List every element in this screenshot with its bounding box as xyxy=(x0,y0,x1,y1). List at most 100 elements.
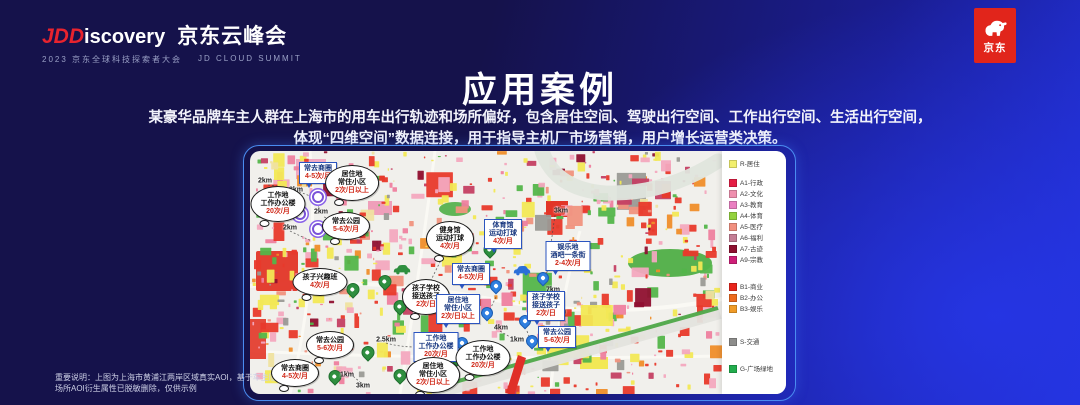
map-callout-rect: 孩子学校 接送孩子 2次/日 xyxy=(527,291,565,325)
map-callout-cloud: 居住地 常住小区 2次/日以上 xyxy=(325,165,379,206)
legend-label: A9-宗教 xyxy=(740,256,763,264)
car-icon xyxy=(513,263,531,281)
poi-blue-pin-icon xyxy=(534,269,552,287)
map-callout-rect: 体育馆 运动打球 4次/月 xyxy=(484,219,522,253)
legend-label: A2-文化 xyxy=(740,190,763,198)
case-description-line1: 某豪华品牌车主人群在上海市的用车出行轨迹和场所偏好，包含居住空间、驾驶出行空间、… xyxy=(148,110,932,126)
legend-item: A9-宗教 xyxy=(729,254,786,265)
jdd-logo-rest: iscovery xyxy=(84,26,166,48)
map-callout-rect: 居住地 常住小区 2次/日以上 xyxy=(436,294,480,328)
distance-label: 3km xyxy=(355,382,371,390)
jdd-logo-red: JDD xyxy=(42,25,85,48)
legend-label: R-居住 xyxy=(740,160,760,168)
map-annotations-layer: 常去商圈 4-5次/月 居住地 常住小区 2次/日以上 工作地 工作办公楼 20次/月 常去公园… xyxy=(250,151,786,394)
legend-label: S-交通 xyxy=(740,338,760,346)
car-icon xyxy=(393,262,411,280)
map-callout-rect: 娱乐地 酒吧一条街 2-4次/月 xyxy=(545,241,591,275)
legend-item: A5-医疗 xyxy=(729,221,786,232)
legend-swatch xyxy=(729,364,737,373)
legend-label: B2-办公 xyxy=(740,294,763,302)
legend-group: R-居住 xyxy=(729,158,786,169)
poi-green-pin-icon xyxy=(375,272,395,291)
shanghai-aoi-map: 常去商圈 4-5次/月 居住地 常住小区 2次/日以上 工作地 工作办公楼 20次/月 常去公园… xyxy=(250,151,786,394)
distance-label: 2km xyxy=(282,224,298,232)
legend-group: B1-商业 B2-办公 B3-娱乐 xyxy=(729,281,786,314)
distance-label: 7km xyxy=(545,286,561,294)
jd-logo-badge: 京东 xyxy=(974,8,1016,63)
legend-swatch xyxy=(729,255,737,264)
summit-subtitle-en: JD CLOUD SUMMIT xyxy=(198,54,302,63)
distance-label: 1km xyxy=(339,371,355,379)
map-callout-cloud: 居住地 常住小区 2次/日以上 xyxy=(406,357,460,394)
legend-swatch xyxy=(729,233,737,242)
jd-logo-text: 京东 xyxy=(983,41,1007,54)
legend-item: B3-娱乐 xyxy=(729,303,786,314)
poi-ring-pin-icon xyxy=(312,191,324,203)
map-callout-cloud: 常去商圈 4-5次/月 xyxy=(271,359,319,392)
legend-item: A6-福利 xyxy=(729,232,786,243)
summit-subtitle-cn: 2023 京东全球科技探索者大会 xyxy=(42,55,183,64)
legend-item: A3-教育 xyxy=(729,199,786,210)
distance-label: 2km xyxy=(257,177,273,185)
legend-swatch xyxy=(729,304,737,313)
legend-item: S-交通 xyxy=(729,336,786,347)
jd-mascot-icon xyxy=(984,20,1007,36)
map-callout-cloud: 工作地 工作办公楼 20次/月 xyxy=(455,340,511,381)
legend-swatch xyxy=(729,178,737,187)
poi-green-pin-icon xyxy=(358,343,378,362)
legend-swatch xyxy=(729,244,737,253)
legend-label: B3-娱乐 xyxy=(740,305,763,313)
legend-label: A1-行政 xyxy=(740,179,763,187)
map-legend: R-居住 A1-行政 A2-文化 A3-教育 A4-体育 A5-医疗 A6-福利 A7-古迹 A… xyxy=(722,151,786,394)
distance-label: 4km xyxy=(493,324,509,332)
disclaimer-line2: 场所AOI衍生属性已脱敏删除，仅供示例 xyxy=(55,384,197,393)
legend-label: A7-古迹 xyxy=(740,245,763,253)
legend-group: G-广场绿地 xyxy=(729,363,786,374)
map-callout-cloud: 健身馆 运动打球 4次/月 xyxy=(426,221,474,262)
summit-title-cn: 京东云峰会 xyxy=(177,25,288,48)
map-callout-cloud: 工作地 工作办公楼 20次/月 xyxy=(250,186,306,227)
legend-label: A3-教育 xyxy=(740,201,763,209)
legend-item: A1-行政 xyxy=(729,177,786,188)
disclaimer-note: 重要说明：上图为上海市黄浦江两岸区域真实AOI，基于车主隐私， 场所AOI衍生属… xyxy=(55,372,293,394)
map-callout-rect: 常去公园 5-6次/月 xyxy=(538,326,576,352)
legend-item: A4-体育 xyxy=(729,210,786,221)
legend-label: A4-体育 xyxy=(740,212,763,220)
page-title: 应用案例 xyxy=(461,71,618,110)
jdd-logo: JDD iscovery 京东云峰会 2023 京东全球科技探索者大会 JD CL… xyxy=(42,20,302,65)
distance-label: 2km xyxy=(313,208,329,216)
legend-item: B1-商业 xyxy=(729,281,786,292)
legend-swatch xyxy=(729,200,737,209)
legend-group: A1-行政 A2-文化 A3-教育 A4-体育 A5-医疗 A6-福利 A7-古迹 A9-宗教 xyxy=(729,177,786,265)
case-description: 某豪华品牌车主人群在上海市的用车出行轨迹和场所偏好，包含居住空间、驾驶出行空间、… xyxy=(0,108,1080,150)
poi-blue-pin-icon xyxy=(487,277,505,295)
legend-label: A6-福利 xyxy=(740,234,763,242)
legend-swatch xyxy=(729,189,737,198)
distance-label: 2.5km xyxy=(376,336,396,344)
legend-item: A7-古迹 xyxy=(729,243,786,254)
legend-swatch xyxy=(729,222,737,231)
legend-group: S-交通 xyxy=(729,336,786,347)
legend-label: G-广场绿地 xyxy=(740,365,773,373)
legend-swatch xyxy=(729,293,737,302)
map-callout-rect: 常去商圈 4-5次/月 xyxy=(452,263,490,289)
distance-label: 3km xyxy=(553,207,569,215)
legend-item: B2-办公 xyxy=(729,292,786,303)
map-callout-cloud: 孩子兴趣班 4次/月 xyxy=(292,268,348,301)
map-card: 常去商圈 4-5次/月 居住地 常住小区 2次/日以上 工作地 工作办公楼 20次/月 常去公园… xyxy=(243,145,796,401)
legend-item: G-广场绿地 xyxy=(729,363,786,374)
disclaimer-line1: 重要说明：上图为上海市黄浦江两岸区域真实AOI，基于车主隐私， xyxy=(55,373,293,382)
map-callout-cloud: 常去公园 5-6次/月 xyxy=(306,331,354,364)
case-description-line2: 体现“四维空间”数据连接，用于指导主机厂市场营销，用户增长运营类决策。 xyxy=(293,131,787,147)
poi-blue-pin-icon xyxy=(478,304,496,322)
legend-label: A5-医疗 xyxy=(740,223,763,231)
map-callout-cloud: 常去公园 5-6次/月 xyxy=(322,212,370,245)
legend-swatch xyxy=(729,337,737,346)
legend-item: R-居住 xyxy=(729,158,786,169)
distance-label: 1km xyxy=(509,336,525,344)
legend-label: B1-商业 xyxy=(740,283,763,291)
legend-swatch xyxy=(729,282,737,291)
legend-swatch xyxy=(729,211,737,220)
legend-swatch xyxy=(729,159,737,168)
